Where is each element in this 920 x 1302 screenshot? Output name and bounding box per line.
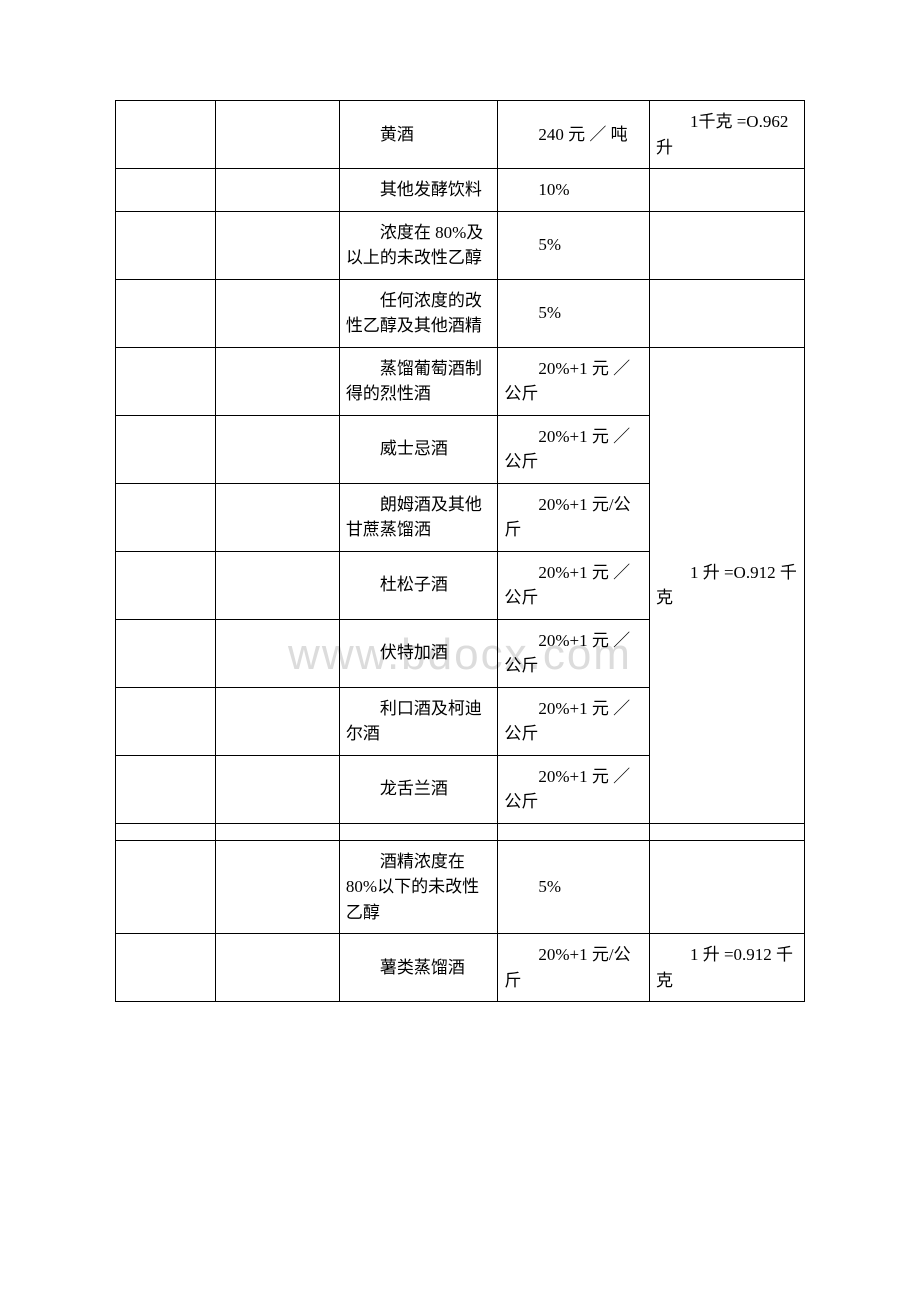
table-row: 蒸馏葡萄酒制得的烈性酒 20%+1 元 ／ 公斤 1 升 =O.912 千克: [116, 347, 805, 415]
cell-category: [116, 101, 216, 169]
cell-category: [116, 840, 216, 934]
cell-rate: 20%+1 元 ／ 公斤: [498, 619, 650, 687]
cell-item: 黄酒: [339, 101, 497, 169]
cell-category: [116, 619, 216, 687]
cell-note: 1 升 =O.912 千克: [649, 347, 804, 823]
cell-subcategory: [215, 483, 339, 551]
cell-rate: 20%+1 元 ／ 公斤: [498, 347, 650, 415]
table-row: 浓度在 80%及以上的未改性乙醇 5%: [116, 211, 805, 279]
cell-category: [116, 211, 216, 279]
cell-category: [116, 415, 216, 483]
cell-category: [116, 483, 216, 551]
cell-rate: 20%+1 元 ／ 公斤: [498, 687, 650, 755]
table-row: 酒精浓度在 80%以下的未改性乙醇 5%: [116, 840, 805, 934]
cell-item: 蒸馏葡萄酒制得的烈性酒: [339, 347, 497, 415]
cell-subcategory: [215, 840, 339, 934]
table-row: 其他发酵饮料 10%: [116, 169, 805, 212]
table-row: 任何浓度的改性乙醇及其他酒精 5%: [116, 279, 805, 347]
cell-item: 浓度在 80%及以上的未改性乙醇: [339, 211, 497, 279]
cell-subcategory: [215, 101, 339, 169]
cell-note: [649, 279, 804, 347]
cell-subcategory: [215, 934, 339, 1002]
cell-empty: [215, 823, 339, 840]
cell-item: 龙舌兰酒: [339, 755, 497, 823]
cell-subcategory: [215, 619, 339, 687]
cell-subcategory: [215, 755, 339, 823]
cell-category: [116, 169, 216, 212]
cell-note: 1千克 =O.962 升: [649, 101, 804, 169]
cell-rate: 5%: [498, 211, 650, 279]
cell-item: 其他发酵饮料: [339, 169, 497, 212]
tax-table: 黄酒 240 元 ／ 吨 1千克 =O.962 升 其他发酵饮料 10% 浓度在…: [115, 100, 805, 1002]
cell-category: [116, 279, 216, 347]
cell-empty: [339, 823, 497, 840]
cell-subcategory: [215, 551, 339, 619]
cell-rate: 20%+1 元 ／ 公斤: [498, 755, 650, 823]
cell-subcategory: [215, 415, 339, 483]
cell-item: 伏特加酒: [339, 619, 497, 687]
cell-rate: 5%: [498, 279, 650, 347]
cell-subcategory: [215, 169, 339, 212]
cell-rate: 10%: [498, 169, 650, 212]
table-row-spacer: [116, 823, 805, 840]
cell-category: [116, 755, 216, 823]
cell-empty: [116, 823, 216, 840]
cell-item: 杜松子酒: [339, 551, 497, 619]
cell-rate: 20%+1 元 ／ 公斤: [498, 551, 650, 619]
cell-subcategory: [215, 211, 339, 279]
cell-subcategory: [215, 279, 339, 347]
table-row: 黄酒 240 元 ／ 吨 1千克 =O.962 升: [116, 101, 805, 169]
cell-item: 任何浓度的改性乙醇及其他酒精: [339, 279, 497, 347]
cell-item: 朗姆酒及其他甘蔗蒸馏洒: [339, 483, 497, 551]
cell-rate: 240 元 ／ 吨: [498, 101, 650, 169]
table-row: 薯类蒸馏酒 20%+1 元/公斤 1 升 =0.912 千克: [116, 934, 805, 1002]
cell-subcategory: [215, 687, 339, 755]
cell-subcategory: [215, 347, 339, 415]
cell-category: [116, 347, 216, 415]
cell-item: 威士忌酒: [339, 415, 497, 483]
cell-rate: 20%+1 元/公斤: [498, 483, 650, 551]
cell-category: [116, 551, 216, 619]
cell-empty: [649, 823, 804, 840]
cell-item: 利口酒及柯迪尔酒: [339, 687, 497, 755]
cell-rate: 20%+1 元 ／ 公斤: [498, 415, 650, 483]
cell-category: [116, 687, 216, 755]
cell-rate: 5%: [498, 840, 650, 934]
cell-note: [649, 840, 804, 934]
cell-note: 1 升 =0.912 千克: [649, 934, 804, 1002]
cell-rate: 20%+1 元/公斤: [498, 934, 650, 1002]
cell-item: 酒精浓度在 80%以下的未改性乙醇: [339, 840, 497, 934]
cell-category: [116, 934, 216, 1002]
cell-note: [649, 211, 804, 279]
cell-item: 薯类蒸馏酒: [339, 934, 497, 1002]
cell-empty: [498, 823, 650, 840]
cell-note: [649, 169, 804, 212]
